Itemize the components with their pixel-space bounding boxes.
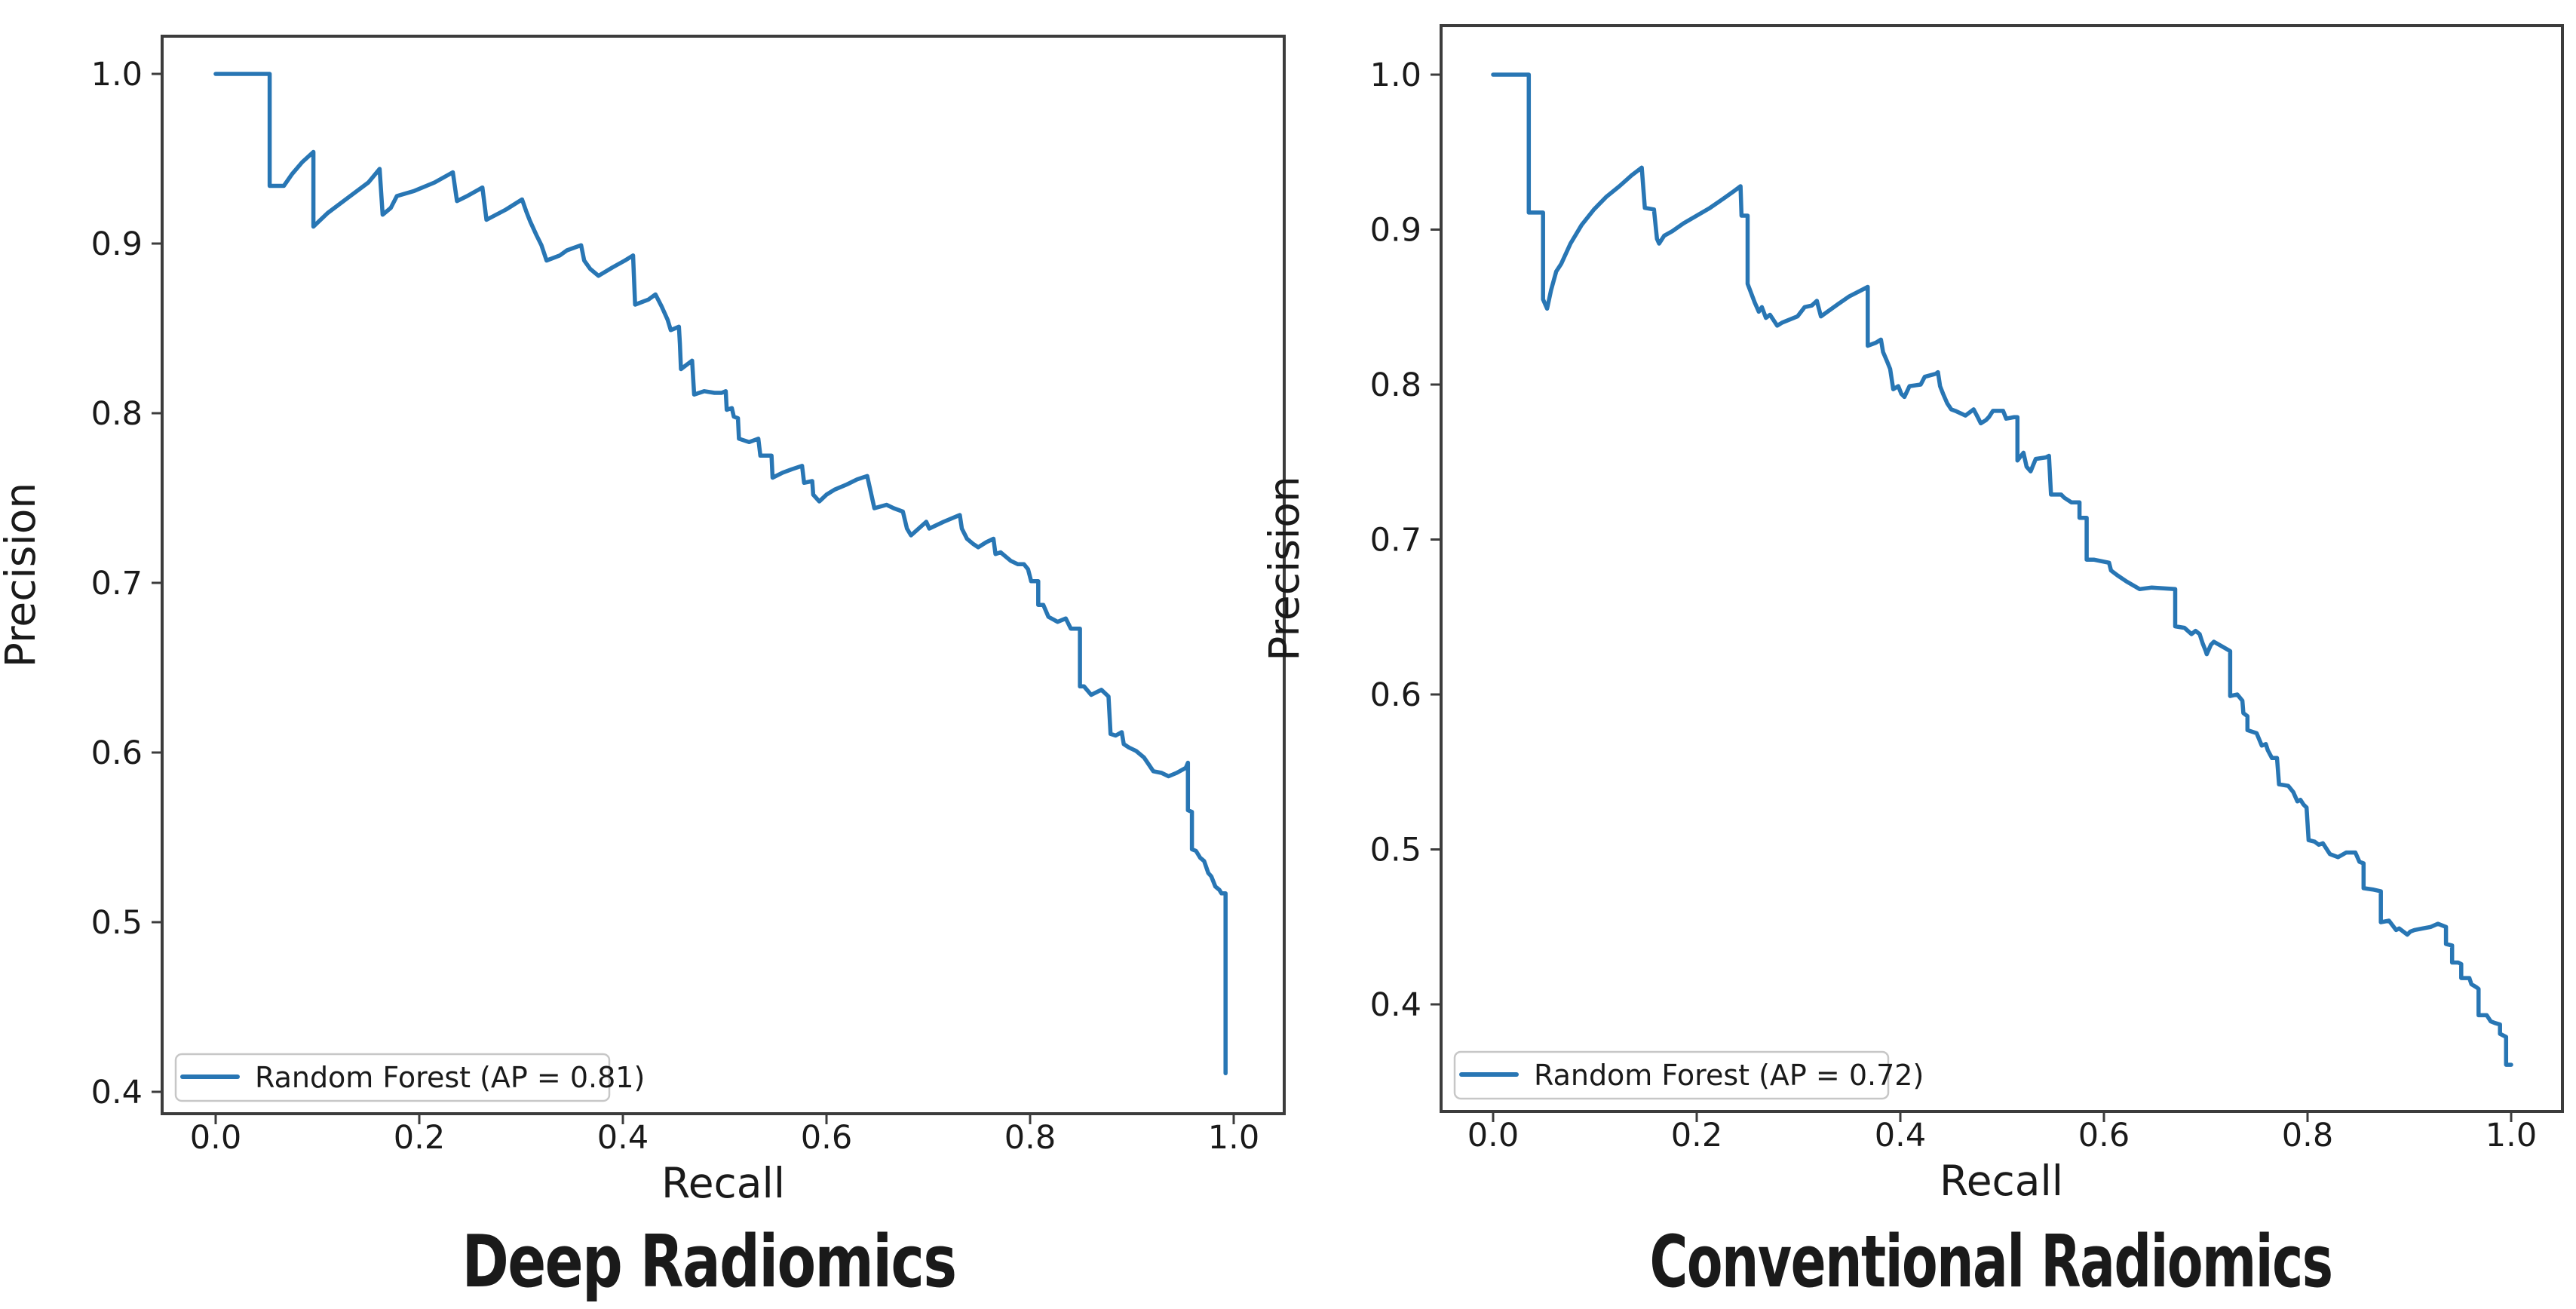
y-tick-label: 0.8 [1370,366,1421,404]
y-tick-label: 0.6 [91,734,143,772]
x-axis-label: Recall [1940,1157,2063,1205]
y-tick-label: 0.5 [1370,832,1421,869]
y-tick-label: 0.7 [91,565,143,602]
axes-spines [1440,24,2564,1113]
x-tick-label: 0.0 [190,1119,241,1157]
y-tick-label: 1.0 [1370,57,1421,94]
y-tick-label: 0.6 [1370,676,1421,714]
x-tick-label: 0.0 [1467,1117,1519,1154]
y-tick-label: 0.9 [1370,212,1421,250]
y-tick-label: 1.0 [91,56,143,94]
legend-box [174,1053,611,1102]
x-tick-label: 0.6 [2078,1117,2130,1154]
y-tick-label: 0.8 [91,395,143,433]
y-tick-label: 0.4 [91,1074,143,1111]
legend-label: Random Forest (AP = 0.81) [255,1061,645,1094]
x-tick-label: 0.2 [1671,1117,1722,1154]
chart-title: Conventional Radiomics [1650,1221,2332,1304]
x-tick-label: 0.4 [1875,1117,1926,1154]
pr-curve [1491,72,2513,1067]
x-tick-label: 1.0 [2486,1117,2537,1154]
x-tick-label: 1.0 [1208,1119,1259,1157]
axes-spines [161,35,1286,1115]
y-tick-label: 0.9 [91,225,143,263]
y-tick-label: 0.4 [1370,986,1421,1024]
x-tick-label: 0.6 [801,1119,852,1157]
x-tick-label: 0.2 [394,1119,445,1157]
legend: Random Forest (AP = 0.81) [174,1053,645,1102]
chart-1: 0.0 0.2 0.4 0.6 0.8 1.0 0.4 0.5 0.6 0.7 0.8 0.9 1.0 R… [1260,24,2564,1304]
y-axis-label: Precision [1260,476,1308,661]
x-tick-label: 0.8 [2282,1117,2333,1154]
pr-curve [213,72,1228,1076]
x-tick-label: 0.4 [597,1119,649,1157]
y-tick-label: 0.7 [1370,522,1421,559]
x-tick-label: 0.8 [1004,1119,1056,1157]
y-tick-label: 0.5 [91,904,143,942]
legend-box [1453,1050,1890,1100]
x-axis-label: Recall [661,1159,785,1207]
chart-title: Deep Radiomics [462,1221,956,1304]
legend-label: Random Forest (AP = 0.72) [1534,1059,1924,1092]
chart-0: 0.0 0.2 0.4 0.6 0.8 1.0 0.4 0.5 0.6 0.7 0.8 0.9 1.0 R… [0,35,1286,1304]
legend: Random Forest (AP = 0.72) [1453,1050,1924,1100]
y-axis-label: Precision [0,483,44,667]
